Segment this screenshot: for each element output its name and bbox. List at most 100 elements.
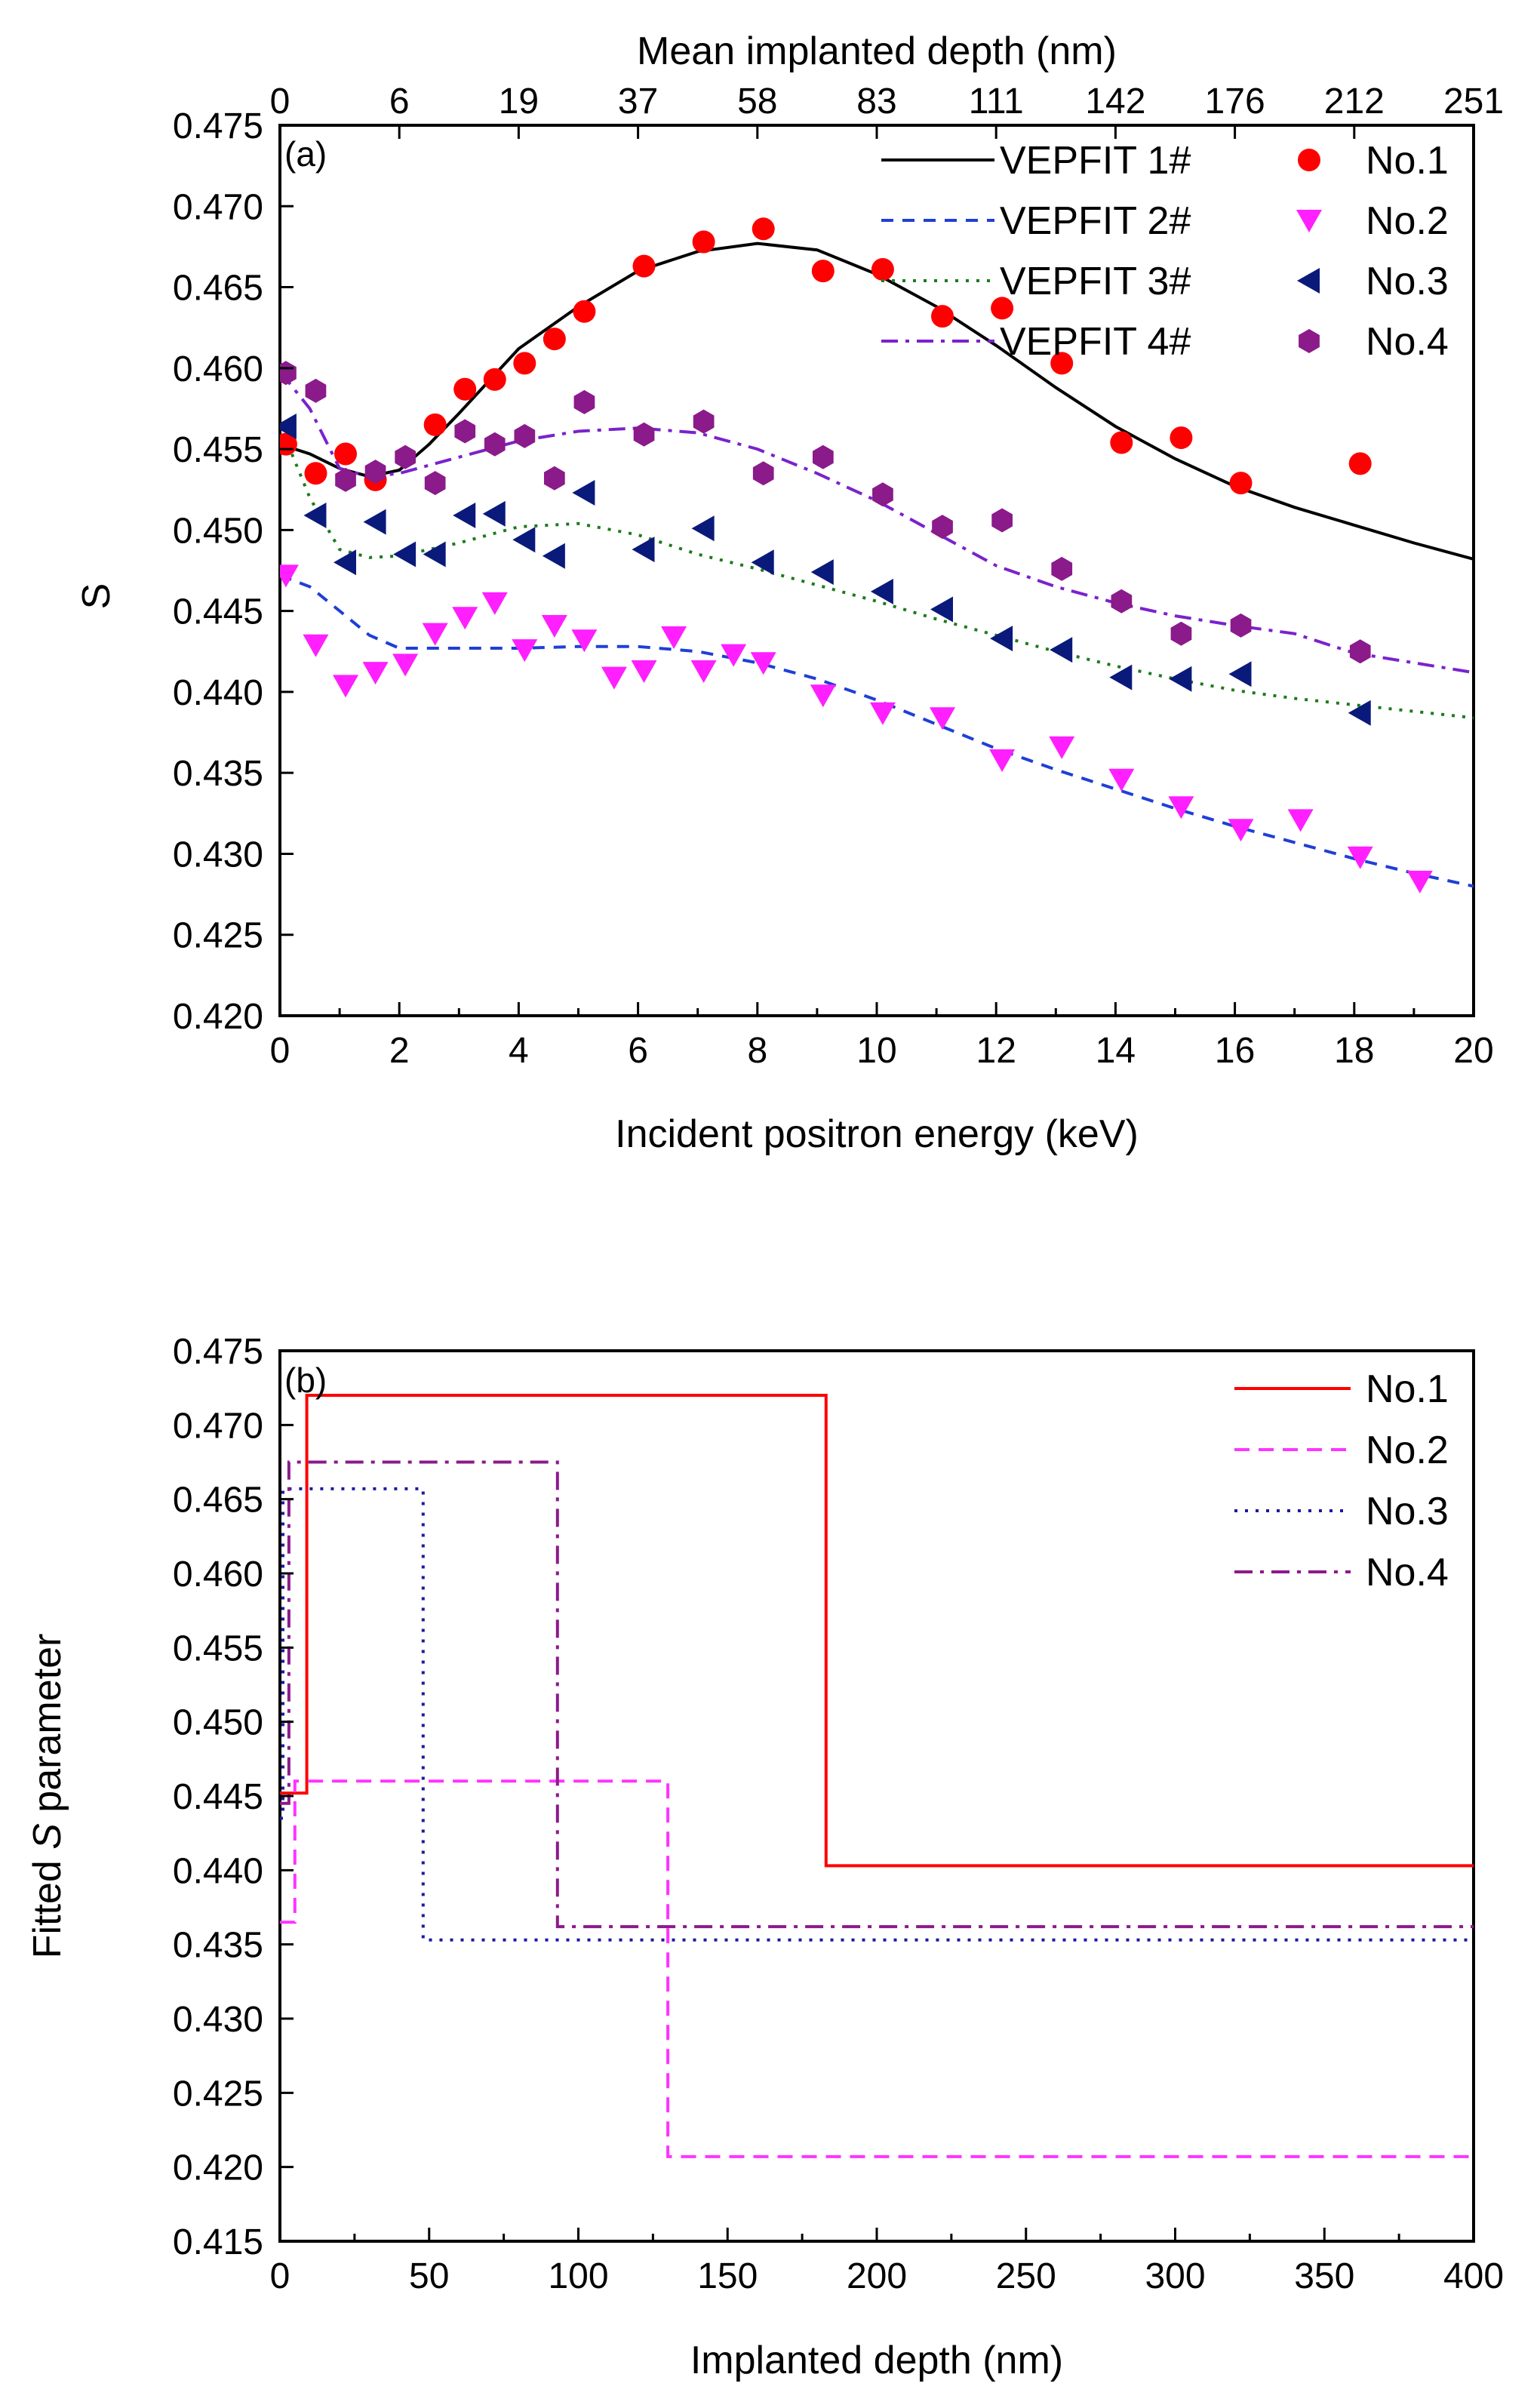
panel-a-y-tick-label: 0.450 bbox=[173, 511, 263, 551]
panel-b-x-tick-label: 0 bbox=[270, 2256, 290, 2296]
panel-a-point-no4 bbox=[395, 444, 416, 469]
panel-a-label: (a) bbox=[284, 134, 327, 174]
panel-a-legend-marker bbox=[1296, 210, 1322, 232]
panel-a-point-no4 bbox=[484, 432, 506, 457]
panel-b-y-tick-label: 0.435 bbox=[173, 1926, 263, 1966]
panel-a-point-no3 bbox=[453, 503, 476, 529]
panel-b-legend-label: No.3 bbox=[1366, 1490, 1449, 1533]
panel-a-point-no1 bbox=[573, 300, 596, 323]
panel-a-point-no2 bbox=[452, 607, 478, 630]
panel-b-y-tick-label: 0.460 bbox=[173, 1555, 263, 1595]
panel-a-point-no3 bbox=[363, 509, 386, 535]
panel-a-point-no4 bbox=[544, 466, 565, 491]
panel-b-x-ticks: 0 50 100 150 200 250 300 350 400 bbox=[270, 2228, 1504, 2296]
panel-b-y-axis-title: Fitted S parameter bbox=[26, 1634, 69, 1959]
panel-a-point-no3 bbox=[334, 549, 357, 576]
panel-a-point-no3 bbox=[482, 500, 506, 527]
panel-a-point-no2 bbox=[989, 749, 1016, 773]
panel-a-point-no2 bbox=[601, 666, 627, 690]
panel-a-y-tick-label: 0.470 bbox=[173, 187, 263, 227]
panel-a-x-tick-label: 10 bbox=[856, 1031, 896, 1071]
panel-b-x-tick-label: 300 bbox=[1145, 2256, 1205, 2296]
panel-a-point-no4 bbox=[1349, 639, 1371, 664]
panel-a-point-no1 bbox=[483, 368, 506, 391]
panel-b-y-tick-label: 0.415 bbox=[173, 2222, 263, 2262]
panel-a-point-no2 bbox=[1049, 736, 1075, 759]
panel-a-point-no1 bbox=[991, 297, 1014, 320]
panel-a-y-tick-label: 0.420 bbox=[173, 997, 263, 1037]
panel-a-x-tick-label: 2 bbox=[389, 1031, 410, 1071]
panel-a-point-no2 bbox=[1287, 809, 1314, 832]
panel-a-point-no2 bbox=[1406, 870, 1433, 893]
panel-a-point-no2 bbox=[422, 623, 448, 646]
panel-a-point-no3 bbox=[393, 541, 417, 567]
panel-b-y-tick-label: 0.455 bbox=[173, 1628, 263, 1668]
panel-a-point-no2 bbox=[541, 614, 567, 638]
panel-b-step-line-no2 bbox=[280, 1779, 1474, 2158]
panel-a-point-no1 bbox=[811, 260, 835, 283]
panel-a-point-no1 bbox=[334, 442, 358, 466]
panel-b-legend-label: No.4 bbox=[1366, 1551, 1449, 1595]
panel-a-legend-line-label: VEPFIT 1# bbox=[1000, 139, 1191, 183]
panel-a-point-no3 bbox=[751, 549, 774, 576]
panel-a-point-no3 bbox=[512, 527, 536, 553]
panel-a-point-no4 bbox=[305, 378, 327, 403]
panel-b-chart: 0 50 100 150 200 250 300 350 400 0.415 0.420 0.425… bbox=[26, 1332, 1504, 2382]
panel-a-point-no4 bbox=[454, 419, 476, 444]
panel-b-label: (b) bbox=[284, 1361, 327, 1400]
panel-a-y-tick-label: 0.465 bbox=[173, 269, 263, 309]
panel-a-point-no4 bbox=[752, 461, 774, 486]
panel-b-y-tick-label: 0.425 bbox=[173, 2074, 263, 2114]
panel-a-y-tick-label: 0.425 bbox=[173, 916, 263, 956]
panel-a-x-tick-label: 0 bbox=[270, 1031, 290, 1071]
panel-a-point-no3 bbox=[1050, 637, 1073, 663]
panel-a-point-no4 bbox=[1111, 589, 1133, 614]
panel-a-y-tick-label: 0.460 bbox=[173, 349, 263, 389]
panel-b-y-tick-label: 0.430 bbox=[173, 2000, 263, 2040]
panel-a-y-tick-label: 0.445 bbox=[173, 592, 263, 632]
panel-b-y-tick-label: 0.470 bbox=[173, 1406, 263, 1446]
panel-a-point-no3 bbox=[930, 596, 954, 623]
panel-b-y-tick-label: 0.465 bbox=[173, 1481, 263, 1521]
panel-a-x-tick-label: 18 bbox=[1334, 1031, 1374, 1071]
panel-a-plot-frame bbox=[278, 124, 1475, 1017]
panel-a-legend-marker bbox=[1299, 329, 1320, 353]
panel-a-chart: 0 2 4 6 8 10 12 14 16 18 20 0.4200.4250.4300.4350.… bbox=[75, 29, 1504, 1156]
panel-a-y-tick-label: 0.440 bbox=[173, 673, 263, 713]
panel-a-top-tick-label: 6 bbox=[389, 81, 410, 121]
panel-a-point-no3 bbox=[423, 541, 446, 567]
panel-a-point-no2 bbox=[333, 675, 359, 698]
panel-a-point-no1 bbox=[1050, 352, 1074, 375]
panel-b-y-tick-label: 0.440 bbox=[173, 1851, 263, 1891]
panel-a-legend-marker-label: No.4 bbox=[1366, 320, 1449, 364]
panel-a-point-no4 bbox=[1051, 556, 1073, 581]
panel-a-top-tick-label: 251 bbox=[1443, 81, 1504, 121]
panel-a-markers bbox=[280, 217, 1433, 893]
panel-a-legend-marker bbox=[1297, 268, 1320, 294]
panel-a-point-no2 bbox=[690, 660, 717, 684]
panel-a-point-no3 bbox=[632, 537, 655, 563]
panel-b-legend-label: No.2 bbox=[1366, 1429, 1449, 1472]
panel-a-legend-marker-label: No.1 bbox=[1366, 139, 1449, 183]
panel-a-point-no4 bbox=[813, 444, 834, 469]
panel-a-data-area bbox=[280, 217, 1474, 893]
panel-a-top-tick-label: 0 bbox=[270, 81, 290, 121]
panel-a-legend-line-label: VEPFIT 3# bbox=[1000, 260, 1191, 303]
panel-a-legend-marker-label: No.2 bbox=[1366, 199, 1449, 243]
panel-a-point-no1 bbox=[1110, 431, 1133, 454]
panel-b-step-line-no1 bbox=[280, 1394, 1474, 1868]
panel-a-legend: VEPFIT 1# No.1 VEPFIT 2# No.2 VEPFIT 3# No.3 V… bbox=[881, 139, 1449, 364]
panel-a-fit-line-2 bbox=[280, 574, 1474, 888]
panel-a-point-no2 bbox=[392, 654, 419, 677]
panel-a-point-no3 bbox=[1109, 664, 1133, 690]
panel-a-legend-line-label: VEPFIT 4# bbox=[1000, 320, 1191, 364]
panel-b-plot-frame bbox=[278, 1349, 1475, 2243]
panel-a-point-no4 bbox=[335, 467, 356, 492]
panel-a-top-tick-label: 83 bbox=[856, 81, 896, 121]
panel-a-point-no3 bbox=[810, 559, 834, 586]
panel-a-point-no1 bbox=[931, 305, 954, 328]
panel-a-point-no3 bbox=[990, 626, 1013, 652]
panel-a-point-no2 bbox=[750, 652, 776, 675]
panel-a-point-no2 bbox=[661, 626, 687, 649]
